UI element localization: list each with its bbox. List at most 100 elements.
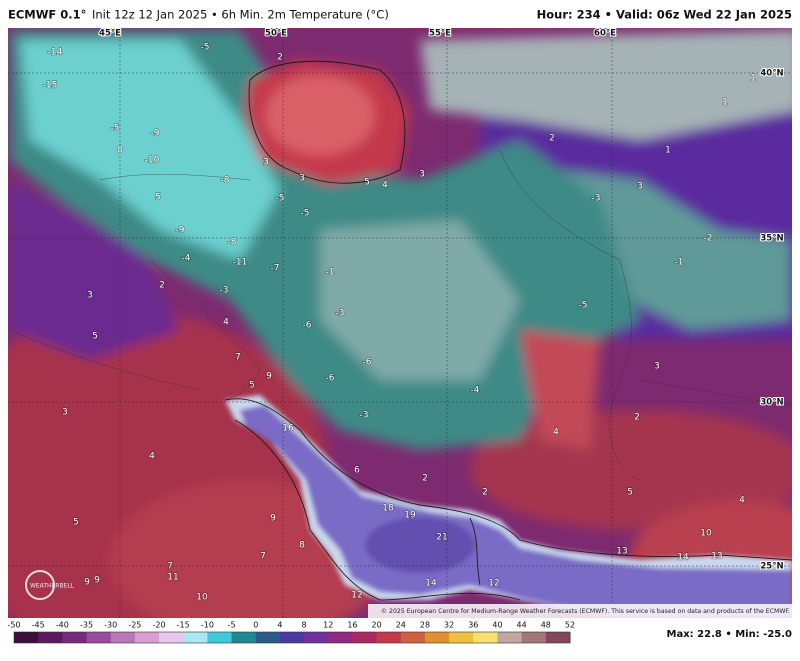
- temperature-label: 9: [84, 578, 90, 588]
- colorbar-tick-label: 32: [444, 621, 454, 630]
- colorbar-tick-label: 40: [492, 621, 502, 630]
- map-subtitle: Init 12z 12 Jan 2025 • 6h Min. 2m Temper…: [92, 8, 389, 22]
- colorbar-segment: [183, 632, 208, 643]
- temperature-label: 9: [266, 372, 272, 382]
- logo: WEATHERBELL: [30, 583, 75, 590]
- temperature-label: -4: [182, 254, 191, 264]
- colorbar-segment: [376, 632, 402, 643]
- graticule: [8, 28, 792, 618]
- temperature-label: 12: [351, 591, 362, 601]
- temperature-label: 10: [700, 529, 712, 539]
- temperature-label: -8: [228, 238, 237, 248]
- temperature-label: 13: [616, 547, 627, 557]
- temperature-label: -2: [704, 234, 713, 244]
- colorbar-tick-label: -30: [104, 621, 117, 630]
- colorbar-tick-label: -5: [228, 621, 236, 630]
- temperature-label: 7: [235, 353, 241, 363]
- map-labels: 45°E 50°E 55°E 60°E40°N35°N30°N25°N-14-15-5…: [42, 28, 785, 603]
- temperature-label: 9: [270, 514, 276, 524]
- temperature-label: -5: [301, 209, 310, 219]
- temperature-label: -6: [303, 321, 312, 331]
- geo-label: 35°N: [760, 234, 783, 244]
- temperature-label: 4: [223, 318, 229, 328]
- colorbar-tick-label: 4: [277, 621, 282, 630]
- temperature-label: -3: [336, 309, 345, 319]
- temperature-label: -9: [176, 226, 185, 236]
- temperature-label: 18: [382, 504, 394, 514]
- gulf-waters: [225, 395, 792, 618]
- temperature-label: -15: [43, 81, 58, 91]
- colorbar-segment: [545, 632, 571, 643]
- geo-label: 25°N: [760, 562, 783, 572]
- geo-label: 60°E: [594, 29, 616, 39]
- colorbar-segment: [473, 632, 498, 643]
- temperature-label: -1: [675, 258, 684, 268]
- temperature-label: 14: [425, 579, 437, 589]
- temperature-label: 14: [677, 553, 689, 563]
- colorbar-segment: [134, 632, 160, 643]
- coastlines: [224, 60, 792, 601]
- colorbar-tick-label: -25: [128, 621, 141, 630]
- temperature-label: 5: [92, 332, 98, 342]
- colorbar-tick-label: -20: [153, 621, 166, 630]
- temperature-label: 2: [277, 53, 283, 63]
- colorbar-segment: [255, 632, 281, 643]
- colorbar-segment: [449, 632, 474, 643]
- temperature-label: -3: [220, 286, 229, 296]
- temperature-label: 1: [665, 146, 671, 156]
- colorbar-tick-label: -35: [80, 621, 93, 630]
- colorbar-segment: [159, 632, 184, 643]
- temperature-label: 4: [382, 181, 388, 191]
- colorbar-tick-label: 8: [302, 621, 307, 630]
- geo-label: 30°N: [760, 398, 783, 408]
- temperature-label: 1: [722, 98, 728, 108]
- colorbar-tick-label: -40: [56, 621, 69, 630]
- colorbar-segment: [231, 632, 257, 643]
- temperature-label: 2: [634, 413, 640, 423]
- temperature-label: -4: [471, 386, 480, 396]
- colorbar-tick-label: -10: [201, 621, 214, 630]
- temperature-label: 3: [419, 170, 425, 180]
- temperature-label: 4: [149, 452, 155, 462]
- temperature-label: 19: [404, 511, 416, 521]
- colorbar-segment: [279, 632, 305, 643]
- temperature-label: 1: [750, 74, 756, 84]
- valid-time: Hour: 234 • Valid: 06z Wed 22 Jan 2025: [537, 8, 792, 22]
- temperature-label: 4: [553, 428, 559, 438]
- temperature-label: 2: [422, 474, 428, 484]
- temperature-label: 11: [167, 573, 178, 583]
- colorbar-segment: [110, 632, 136, 643]
- colorbar-frame: [13, 631, 571, 644]
- temperature-label: 3: [62, 408, 68, 418]
- colorbar-tick-label: 48: [541, 621, 551, 630]
- model-name: ECMWF 0.1°: [8, 8, 86, 22]
- colorbar-tick-label: 24: [396, 621, 406, 630]
- temperature-label: -5: [111, 124, 120, 134]
- colorbar-tick-label: 28: [420, 621, 430, 630]
- borders: [9, 149, 792, 481]
- colorbar-tick-label: 0: [253, 621, 258, 630]
- temperature-label: 4: [739, 496, 745, 506]
- temperature-label: 5: [364, 178, 370, 188]
- temperature-label: -5: [201, 43, 210, 53]
- temperature-label: 3: [637, 182, 643, 192]
- temperature-label: 5: [627, 488, 633, 498]
- colorbar-segment: [497, 632, 523, 643]
- colorbar-segment: [424, 632, 450, 643]
- temperature-label: -6: [326, 374, 335, 384]
- colorbar-tick-label: 20: [372, 621, 382, 630]
- temperature-label: 8: [299, 541, 305, 551]
- temperature-label: 7: [260, 552, 266, 562]
- temperature-label: 5: [249, 381, 255, 391]
- temperature-label: 3: [87, 291, 93, 301]
- colorbar-segment: [328, 632, 353, 643]
- temperature-label: 8: [117, 146, 123, 156]
- colorbar-segment: [14, 632, 39, 643]
- colorbar-segment: [86, 632, 112, 643]
- colorbar-tick-label: -15: [177, 621, 190, 630]
- temperature-label: -1: [326, 268, 335, 278]
- colorbar-tick-label: 36: [468, 621, 478, 630]
- temperature-label: 16: [282, 424, 294, 434]
- map: 45°E 50°E 55°E 60°E40°N35°N30°N25°N-14-15-5…: [8, 28, 792, 618]
